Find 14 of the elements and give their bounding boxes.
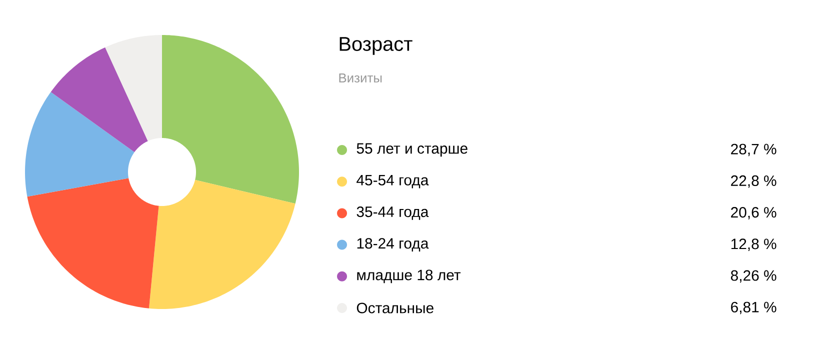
data-label: 22,8 %: [731, 175, 776, 188]
data-label: 12,8 %: [731, 238, 776, 251]
data-label: 6,81 %: [731, 302, 776, 314]
legend-label: Остальные: [356, 302, 434, 314]
data-label: 28,7 %: [731, 144, 776, 156]
legend-label: 45-54 года: [356, 174, 429, 188]
data-label: 20,6 %: [731, 207, 776, 220]
legend-label: 35-44 года: [356, 206, 429, 220]
text: Визиты: [339, 73, 382, 83]
data-label: 8,26 %: [730, 270, 776, 283]
chart-title: Возраст: [340, 37, 412, 55]
legend-label: 55 лет и старше: [356, 143, 468, 157]
legend-label: 18-24 года: [357, 238, 429, 252]
legend-label: младше 18 лет: [357, 270, 461, 284]
